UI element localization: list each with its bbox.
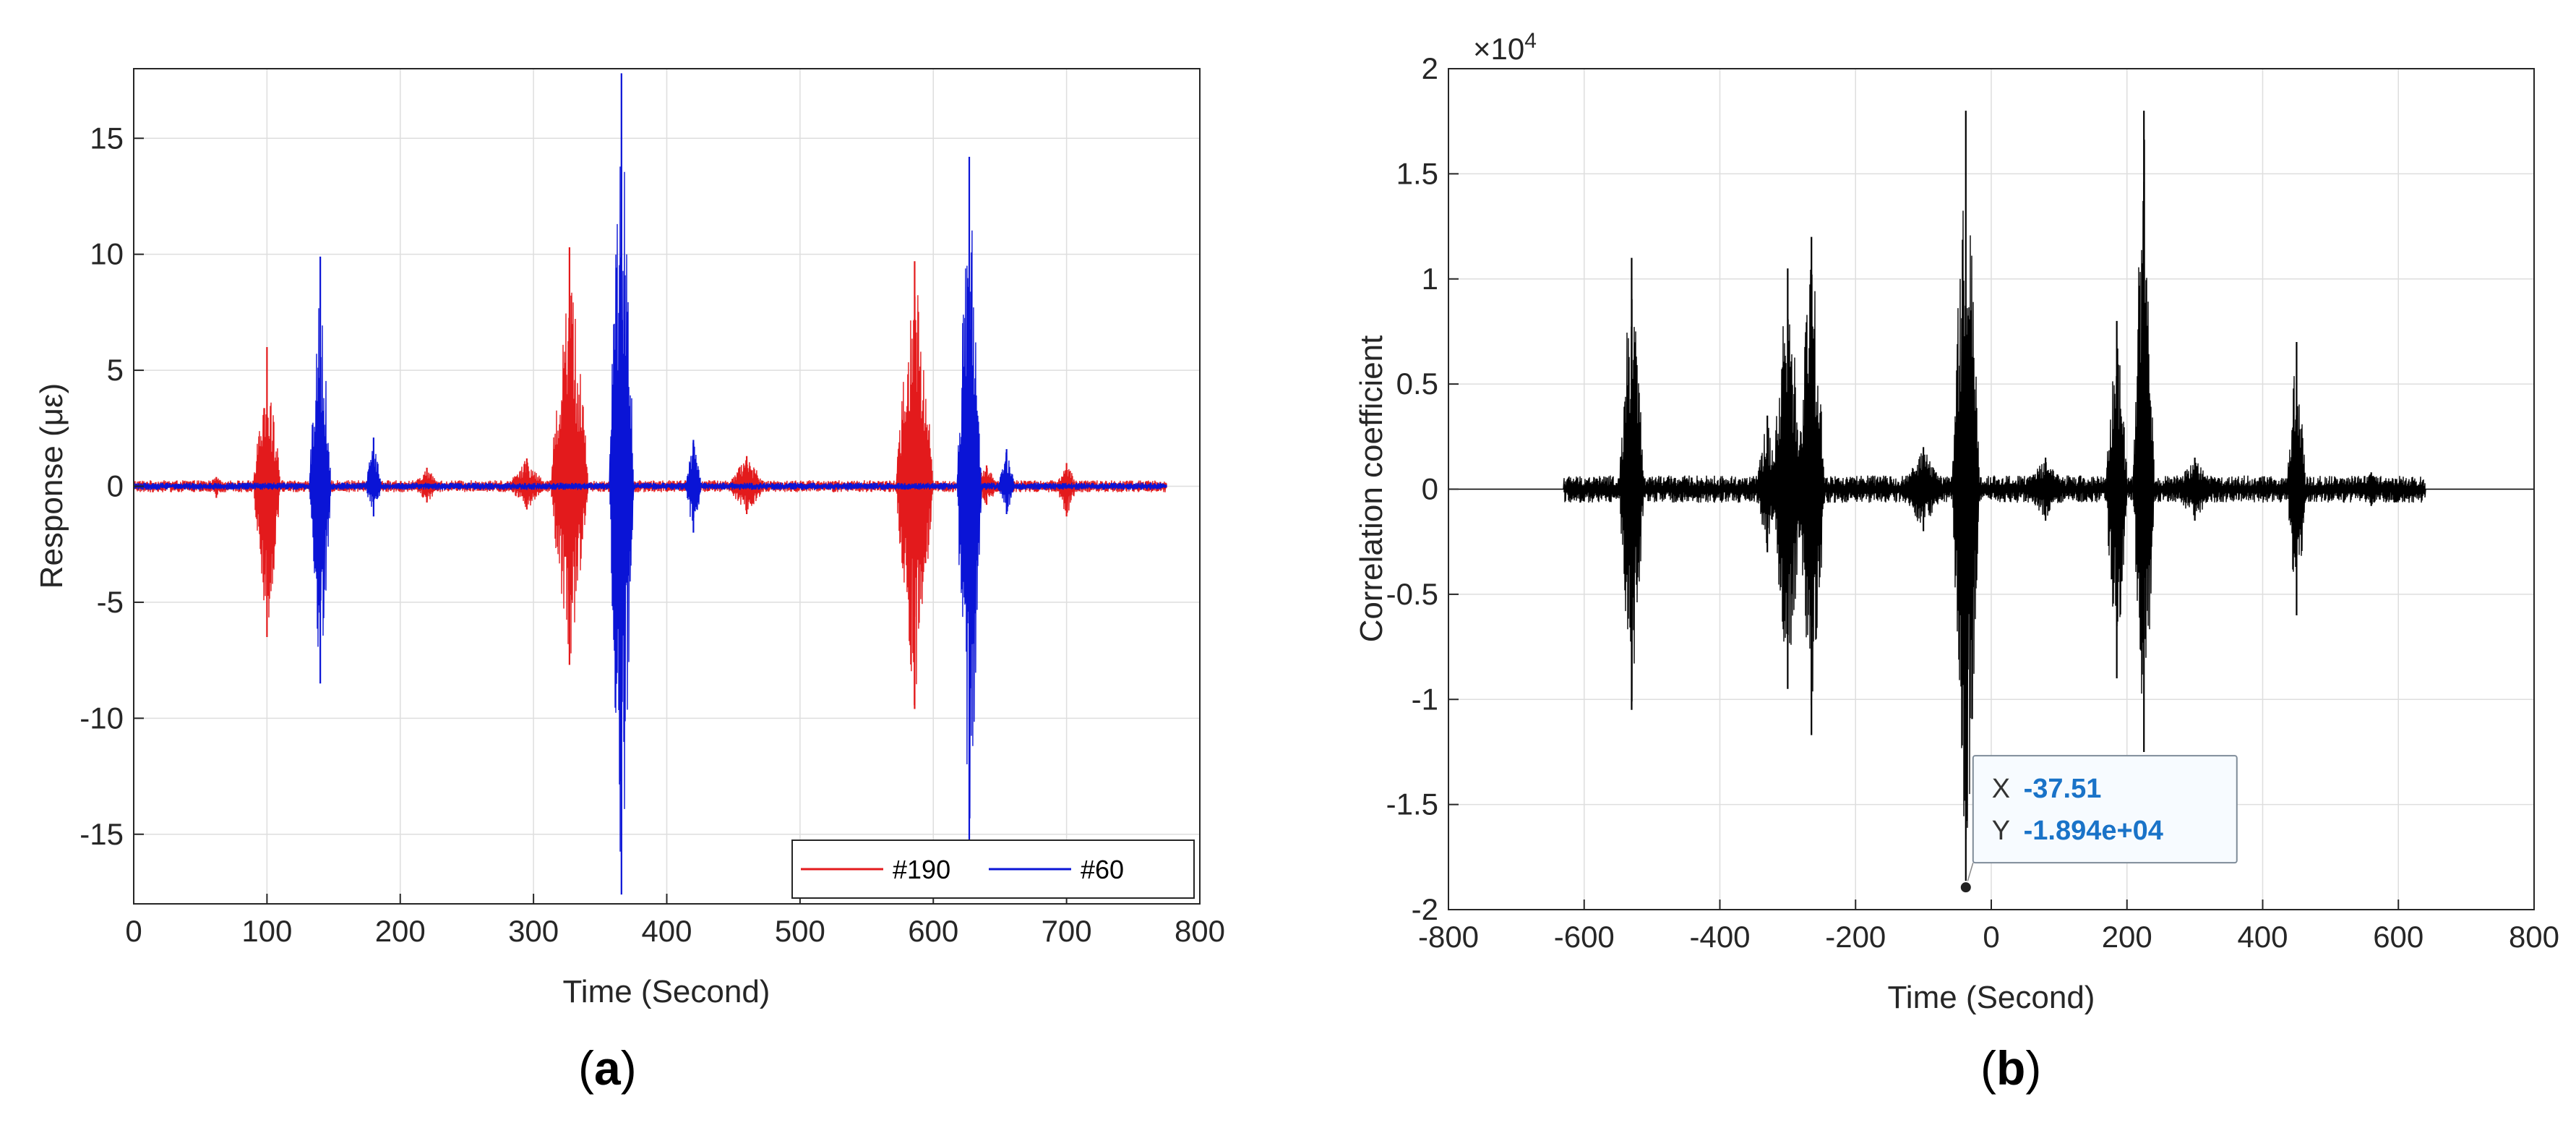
x-tick-label-a: 300 [508, 914, 559, 948]
panel-caption-a: (a) [578, 1041, 637, 1095]
datatip-x-key: X [1992, 774, 2010, 804]
x-tick-label-b: 600 [2373, 920, 2423, 954]
x-tick-label-b: -400 [1689, 920, 1750, 954]
x-tick-label-a: 600 [908, 914, 958, 948]
y-exponent-label-b: ×104 [1473, 29, 1537, 66]
y-tick-label-b: 0.5 [1396, 367, 1438, 401]
x-axis-label-b: Time (Second) [1888, 980, 2095, 1015]
y-exponent-base: ×10 [1473, 32, 1524, 66]
datatip[interactable]: X -37.51 Y -1.894e+04 [1959, 755, 2238, 894]
y-tick-label-a: -15 [80, 817, 124, 851]
legend-label-190: #190 [893, 855, 950, 884]
x-ticks-b: -800 -600 -400 -200 0 200 400 600 800 [1418, 900, 2559, 954]
x-tick-label-a: 200 [375, 914, 426, 948]
datatip-y-row: Y -1.894e+04 [1992, 816, 2163, 846]
x-tick-label-b: 400 [2237, 920, 2288, 954]
y-ticks-a: -15 -10 -5 0 5 10 15 [80, 121, 144, 851]
y-tick-label-b: -1.5 [1386, 787, 1438, 821]
y-tick-label-a: 5 [107, 353, 124, 387]
series-line-b-0 [1448, 140, 2534, 839]
y-axis-label-b: Correlation coefficient [1354, 336, 1389, 643]
datatip-x-row: X -37.51 [1992, 774, 2102, 804]
chart-panel-a: 0 100 200 300 400 500 600 700 800 -15 -10 -5 0 5 10 15… [34, 68, 1225, 1095]
series-group-b [1448, 111, 2534, 888]
datatip-box [1972, 755, 2238, 864]
legend-a: #190 #60 [791, 839, 1195, 899]
x-axis-label-a: Time (Second) [563, 974, 770, 1009]
y-tick-label-b: 2 [1422, 51, 1438, 85]
y-tick-label-b: 1 [1422, 262, 1438, 296]
y-exponent-power: 4 [1524, 29, 1537, 53]
y-tick-label-b: 1.5 [1396, 156, 1438, 190]
series-group-a [133, 73, 1167, 895]
x-ticks-a: 0 100 200 300 400 500 600 700 800 [125, 894, 1225, 948]
panel-caption-letter-b: b [1996, 1041, 2025, 1095]
x-tick-label-b: -800 [1418, 920, 1479, 954]
datatip-marker[interactable] [1959, 881, 1972, 894]
x-tick-label-b: -600 [1554, 920, 1615, 954]
datatip-y-value: -1.894e+04 [2024, 816, 2163, 846]
y-tick-label-a: 0 [107, 469, 124, 503]
y-tick-label-a: 10 [90, 237, 124, 271]
series-line-a-1 [133, 166, 1167, 852]
y-tick-label-b: -2 [1412, 892, 1438, 926]
x-tick-label-a: 0 [125, 914, 142, 948]
y-tick-label-b: 0 [1422, 472, 1438, 506]
datatip-x-value: -37.51 [2024, 774, 2102, 804]
panel-caption-b: (b) [1980, 1041, 2041, 1095]
chart-panel-b: -800 -600 -400 -200 0 200 400 600 800 -2 -1.5 -1 -0… [1354, 29, 2559, 1095]
x-tick-label-a: 800 [1175, 914, 1225, 948]
datatip-y-key: Y [1992, 816, 2010, 846]
x-tick-label-a: 100 [241, 914, 292, 948]
x-tick-label-b: -200 [1825, 920, 1886, 954]
x-tick-label-a: 400 [641, 914, 692, 948]
y-axis-label-a: Response (με) [34, 383, 69, 589]
y-tick-label-a: -5 [97, 585, 124, 619]
panel-caption-letter-a: a [594, 1041, 622, 1095]
y-tick-label-b: -1 [1412, 682, 1438, 716]
y-ticks-b: -2 -1.5 -1 -0.5 0 0.5 1 1.5 2 [1386, 51, 1459, 926]
x-tick-label-a: 500 [775, 914, 825, 948]
y-tick-label-a: -10 [80, 701, 124, 735]
y-tick-label-b: -0.5 [1386, 577, 1438, 611]
x-tick-label-b: 200 [2102, 920, 2152, 954]
x-tick-label-a: 700 [1042, 914, 1092, 948]
x-tick-label-b: 0 [1983, 920, 1999, 954]
x-tick-label-b: 800 [2509, 920, 2559, 954]
y-tick-label-a: 15 [90, 121, 124, 155]
legend-label-60: #60 [1081, 855, 1124, 884]
